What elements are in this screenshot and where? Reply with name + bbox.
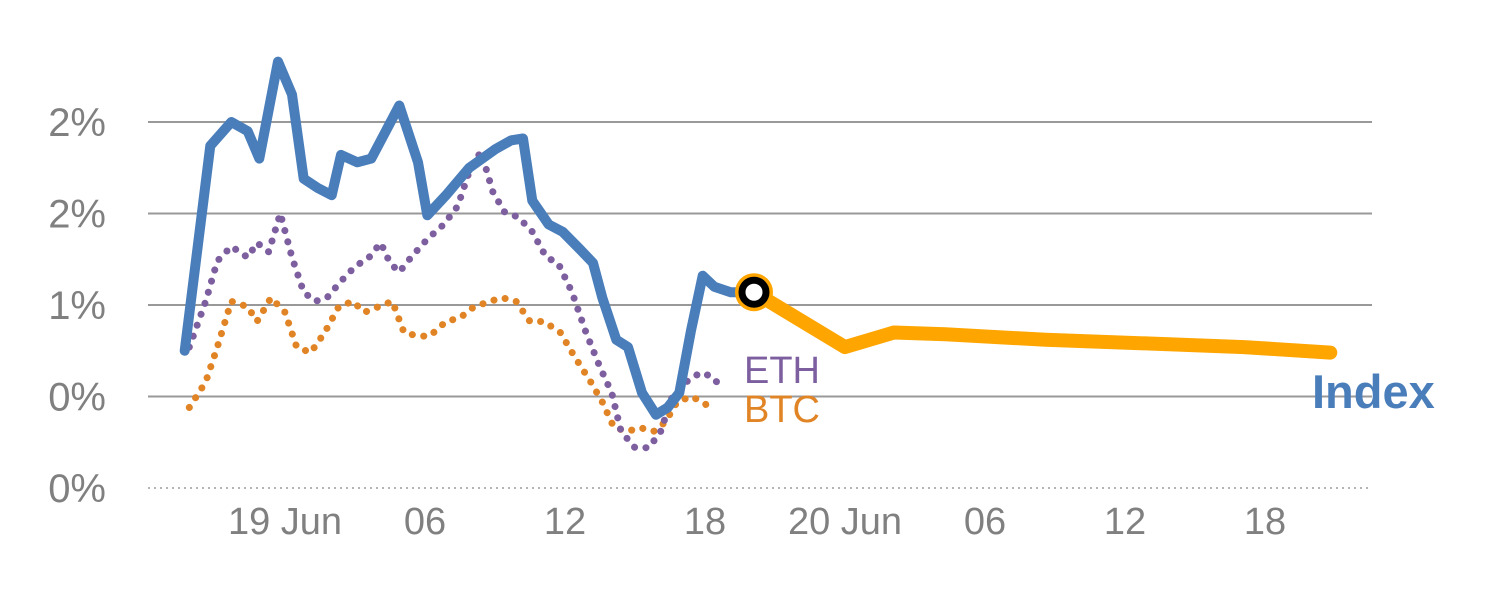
index-line	[179, 56, 759, 420]
btc-series-label: BTC	[744, 389, 820, 431]
btc-line	[185, 294, 718, 435]
index-forecast-line	[747, 285, 1338, 360]
x-axis-label: 19 Jun	[228, 501, 342, 543]
y-axis-label: 2%	[48, 193, 106, 237]
y-axis-label: 0%	[48, 376, 106, 420]
y-axis-label: 2%	[48, 101, 106, 145]
x-axis-label: 20 Jun	[788, 501, 902, 543]
eth-line	[185, 147, 725, 452]
eth-series-label: ETH	[744, 350, 820, 392]
x-axis-label: 06	[964, 501, 1006, 543]
x-axis-label: 06	[404, 501, 446, 543]
y-axis-label: 1%	[48, 284, 106, 328]
y-axis-label: 0%	[48, 467, 106, 511]
x-axis-label: 12	[544, 501, 586, 543]
x-axis-label: 12	[1104, 501, 1146, 543]
x-axis-label: 18	[1244, 501, 1286, 543]
x-axis-label: 18	[684, 501, 726, 543]
index-series-label: Index	[1312, 365, 1435, 418]
forecast-start-marker	[738, 276, 770, 308]
